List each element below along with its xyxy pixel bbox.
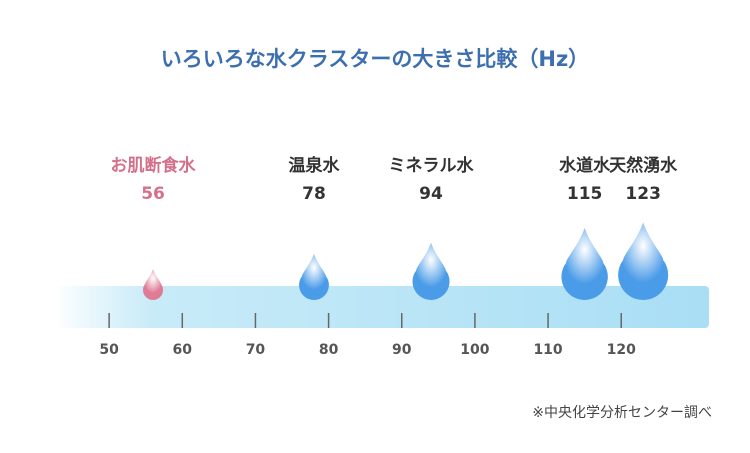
note: ※中央化学分析センター調べ [532, 405, 712, 421]
x-tick-label: 50 [99, 342, 119, 358]
value-label: 78 [302, 184, 326, 204]
x-tick-label: 90 [392, 342, 412, 358]
drop [143, 269, 164, 301]
value-label: 123 [625, 184, 661, 204]
x-tick-label: 70 [246, 342, 266, 358]
x-tick-label: 120 [607, 342, 636, 358]
x-tick-label: 110 [533, 342, 562, 358]
x-tick-label: 100 [460, 342, 489, 358]
x-tick-label: 60 [173, 342, 193, 358]
category-label: お肌断食水 [111, 155, 197, 176]
drop [412, 242, 450, 300]
drop [561, 228, 608, 300]
category-label: 温泉水 [288, 155, 340, 176]
x-tick-label: 80 [319, 342, 339, 358]
category-label: ミネラル水 [389, 155, 475, 176]
category-label: 天然湧水 [609, 155, 678, 176]
value-label: 115 [567, 184, 603, 204]
value-label: 56 [141, 184, 165, 204]
chart-title: いろいろな水クラスターの大きさ比較（Hz） [161, 47, 589, 71]
category-label: 水道水 [559, 155, 611, 176]
value-label: 94 [419, 184, 443, 204]
drop [299, 253, 329, 301]
drop [618, 222, 669, 300]
scale-band [55, 286, 709, 328]
